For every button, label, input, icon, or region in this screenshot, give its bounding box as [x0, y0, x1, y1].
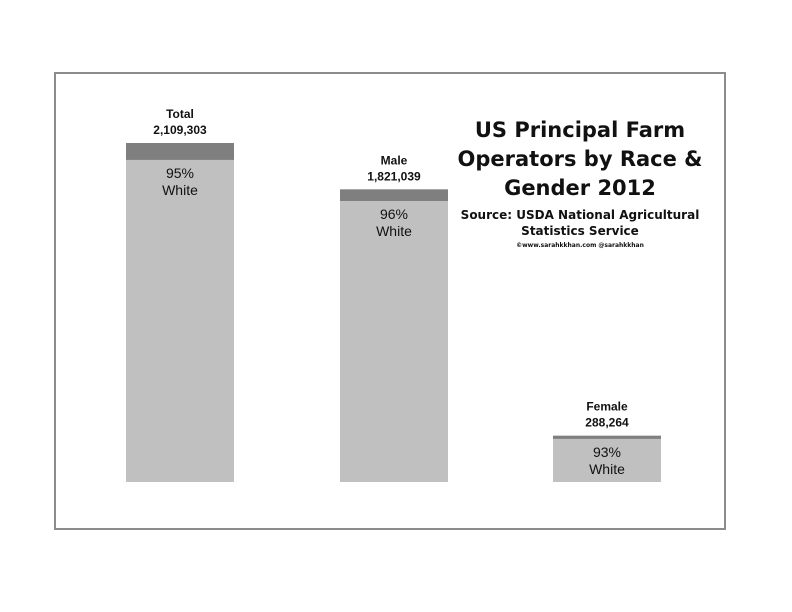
total-label-male: 1,821,039: [367, 169, 421, 183]
percent-label-male: 96%: [380, 206, 408, 222]
percent-label-total: 95%: [166, 165, 194, 181]
bar-segment-white-male: [340, 201, 448, 483]
category-label-female: Female: [586, 400, 628, 414]
title-block: US Principal Farm Operators by Race & Ge…: [450, 116, 710, 250]
category-label-total: Total: [166, 107, 194, 121]
chart-credit: ©www.sarahkkhan.com @sarahkkhan: [516, 242, 644, 249]
race-label-male: White: [376, 223, 412, 239]
category-label-male: Male: [381, 153, 408, 167]
bar-segment-other-male: [340, 189, 448, 202]
race-label-female: White: [589, 461, 625, 477]
race-label-total: White: [162, 182, 198, 198]
chart-title: US Principal Farm Operators by Race & Ge…: [457, 118, 703, 200]
percent-label-female: 93%: [593, 444, 621, 460]
chart-source: Source: USDA National Agricultural Stati…: [460, 208, 700, 238]
bar-segment-white-female: [553, 438, 661, 482]
bar-segment-white-total: [126, 159, 234, 482]
total-label-total: 2,109,303: [153, 123, 207, 137]
bar-segment-other-female: [553, 435, 661, 439]
total-label-female: 288,264: [585, 416, 629, 430]
bar-segment-other-total: [126, 143, 234, 160]
